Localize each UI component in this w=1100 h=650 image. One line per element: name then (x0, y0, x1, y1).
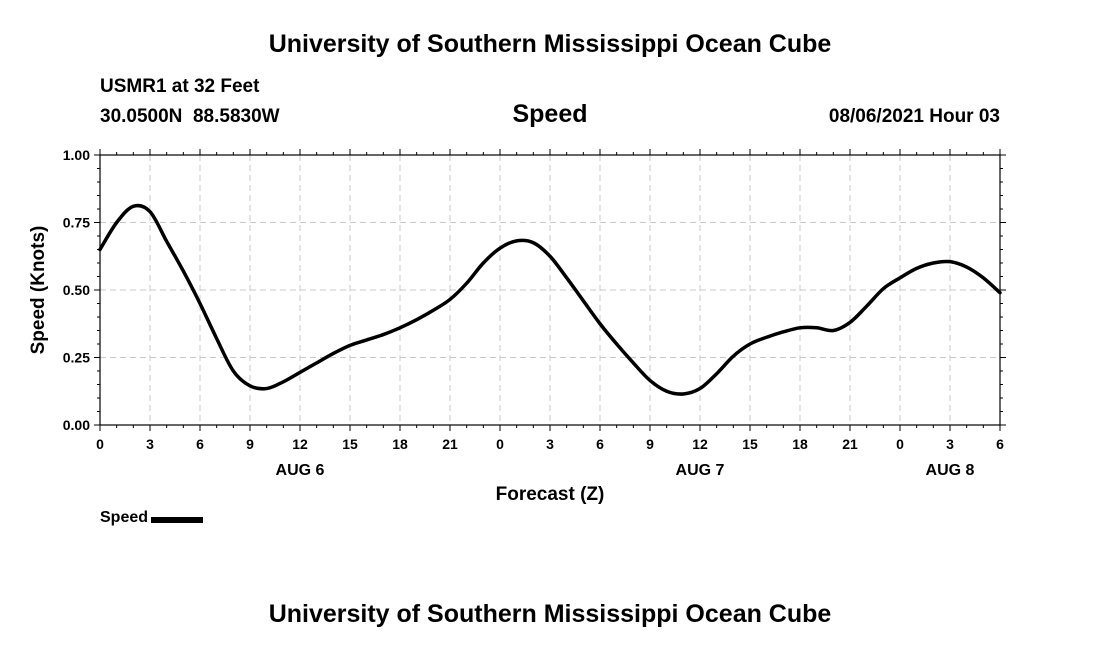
legend: Speed (100, 509, 204, 527)
x-axis-label: Forecast (Z) (496, 484, 605, 505)
legend-label: Speed (100, 509, 149, 526)
x-tick-label: 18 (392, 436, 408, 452)
x-tick-label: 9 (246, 436, 254, 452)
date-label: AUG 7 (676, 462, 725, 479)
x-tick-label: 3 (146, 436, 154, 452)
y-tick-label: 0.00 (63, 417, 90, 433)
x-tick-label: 15 (742, 436, 758, 452)
x-tick-label: 6 (596, 436, 604, 452)
variable-title: Speed (512, 100, 588, 128)
x-tick-label: 0 (496, 436, 504, 452)
label-layer: 0 3 6 9 12 15 18 21 0 3 6 9 12 15 18 21 0 3 6 AUG 6 AUG 7 AUG… (63, 147, 1004, 479)
x-tick-label: 15 (342, 436, 358, 452)
grid-layer (100, 155, 1000, 425)
y-tick-label: 0.25 (63, 350, 90, 366)
date-label: AUG 8 (926, 462, 975, 479)
x-tick-label: 9 (646, 436, 654, 452)
x-tick-label: 18 (792, 436, 808, 452)
y-tick-label: 0.75 (63, 215, 90, 231)
x-tick-label: 0 (896, 436, 904, 452)
x-tick-label: 12 (692, 436, 708, 452)
page-title: University of Southern Mississippi Ocean… (268, 30, 832, 58)
x-tick-label: 3 (946, 436, 954, 452)
tick-layer (94, 149, 1006, 431)
station-label: USMR1 at 32 Feet (100, 76, 260, 97)
x-tick-label: 3 (546, 436, 554, 452)
speed-series-line (98, 203, 1002, 396)
x-tick-label: 21 (442, 436, 458, 452)
coordinates-label: 30.0500N 88.5830W (100, 106, 280, 127)
datetime-label: 08/06/2021 Hour 03 (828, 106, 1000, 127)
footer-title: University of Southern Mississippi Ocean… (268, 600, 832, 628)
y-tick-label: 0.50 (63, 282, 90, 298)
x-tick-label: 6 (196, 436, 204, 452)
y-tick-label: 1.00 (63, 147, 90, 163)
x-tick-label: 12 (292, 436, 308, 452)
legend-line-swatch (151, 516, 204, 523)
x-tick-label: 6 (996, 436, 1004, 452)
x-tick-label: 21 (842, 436, 858, 452)
x-tick-label: 0 (96, 436, 104, 452)
y-axis-label: Speed (Knots) (28, 226, 49, 355)
date-label: AUG 6 (276, 462, 325, 479)
